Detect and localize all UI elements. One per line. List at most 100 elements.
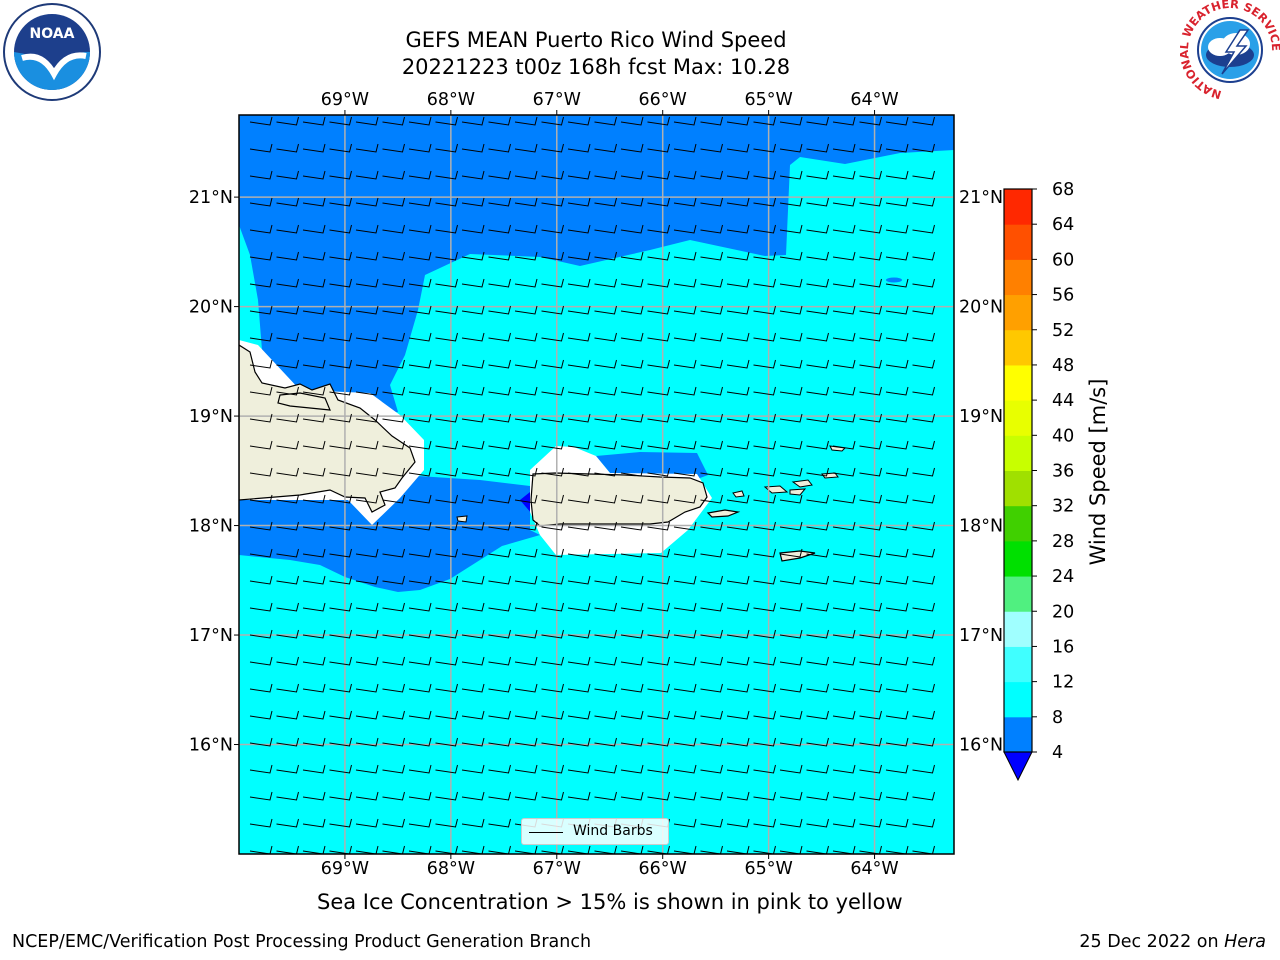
plot-frame: [238, 114, 955, 855]
colorbar-band-9: [1004, 400, 1032, 436]
wind-barb-60: [461, 170, 485, 180]
colorbar-band-12: [1004, 294, 1032, 331]
wind-barb-284: [885, 386, 909, 396]
wind-barb-619: [806, 737, 829, 747]
wind-barb-169: [594, 278, 617, 288]
wind-barb-663: [594, 791, 617, 801]
wind-barb-715: [594, 845, 617, 854]
wind-barb-13: [594, 116, 617, 126]
legend-line-icon: [529, 832, 563, 833]
wind-barb-195: [594, 305, 617, 315]
colorbar-tick-label-9: 40: [1052, 426, 1074, 446]
wind-barb-186: [355, 305, 379, 315]
wind-barb-15: [647, 116, 670, 126]
wind-barb-363: [912, 467, 935, 477]
wind-barb-174: [726, 278, 750, 288]
wind-barb-32: [408, 143, 432, 153]
wind-barb-64: [567, 170, 591, 180]
wind-barb-264: [355, 386, 379, 396]
wind-barb-404: [620, 521, 644, 531]
wind-barb-345: [435, 467, 458, 477]
wind-barb-497: [329, 629, 352, 639]
wind-barb-296: [514, 413, 538, 423]
wind-barb-472: [355, 602, 379, 612]
wind-barb-507: [594, 629, 617, 639]
wind-barb-208: [249, 332, 273, 342]
wind-barb-250: [673, 359, 697, 369]
wind-barb-259: [912, 359, 935, 369]
wind-barb-346: [461, 467, 485, 477]
wind-barb-62: [514, 170, 538, 180]
wind-barb-83: [382, 197, 405, 207]
wind-barb-724: [832, 845, 856, 854]
wind-barb-68: [673, 170, 697, 180]
wind-barb-103: [912, 197, 935, 207]
wind-barb-682: [408, 818, 432, 828]
wind-barb-621: [859, 737, 882, 747]
colorbar-label: Wind Speed [m/s]: [1086, 379, 1110, 566]
wind-barb-3: [329, 116, 352, 126]
wind-barb-666: [673, 791, 697, 801]
wind-barb-126: [832, 224, 856, 234]
wind-barb-505: [541, 629, 564, 639]
wind-barb-330: [726, 440, 750, 450]
wind-barb-489: [806, 602, 829, 612]
wind-barb-646: [832, 764, 856, 774]
wind-region-north: [239, 115, 954, 415]
wind-barb-257: [859, 359, 882, 369]
wind-barb-609: [541, 737, 564, 747]
wind-barb-119: [647, 224, 670, 234]
wind-barb-435: [753, 548, 776, 558]
wind-barb-150: [779, 251, 803, 261]
wind-barb-265: [382, 386, 405, 396]
wind-barb-669: [753, 791, 776, 801]
wind-barb-229: [806, 332, 829, 342]
wind-barb-591: [753, 710, 776, 720]
wind-barb-381: [700, 494, 723, 504]
wind-barb-340: [302, 467, 326, 477]
wind-barb-53: [276, 170, 299, 180]
wind-barb-624: [249, 764, 273, 774]
wind-barb-557: [541, 683, 564, 693]
colorbar-tick-label-7: 32: [1052, 497, 1074, 517]
wind-barb-383: [753, 494, 776, 504]
wind-barb-644: [779, 764, 803, 774]
wind-barb-576: [355, 710, 379, 720]
wind-barb-517: [859, 629, 882, 639]
wind-barb-584: [567, 710, 591, 720]
wind-barb-570: [885, 683, 909, 693]
wind-barb-20: [779, 116, 803, 126]
svg-text:NOAA: NOAA: [30, 26, 75, 42]
wind-barb-634: [514, 764, 538, 774]
wind-barb-399: [488, 521, 511, 531]
wind-barb-620: [832, 737, 856, 747]
wind-barb-81: [329, 197, 352, 207]
wind-barb-334: [832, 440, 856, 450]
wind-barb-289: [329, 413, 352, 423]
wind-barb-23: [859, 116, 882, 126]
wind-barb-361: [859, 467, 882, 477]
wind-barb-319: [435, 440, 458, 450]
wind-barb-254: [779, 359, 803, 369]
wind-barb-476: [461, 602, 485, 612]
wind-barb-610: [567, 737, 591, 747]
wind-barb-142: [567, 251, 591, 261]
wind-barb-577: [382, 710, 405, 720]
wind-barb-331: [753, 440, 776, 450]
wind-barb-132: [302, 251, 326, 261]
wind-barb-428: [567, 548, 591, 558]
wind-barb-722: [779, 845, 803, 854]
wind-barb-526: [408, 656, 432, 666]
wind-barb-14: [620, 116, 644, 126]
wind-barb-225: [700, 332, 723, 342]
wind-barb-626: [302, 764, 326, 774]
wind-barb-483: [647, 602, 670, 612]
wind-barb-348: [514, 467, 538, 477]
wind-barb-199: [700, 305, 723, 315]
wind-barb-683: [435, 818, 458, 828]
wind-barb-304: [726, 413, 750, 423]
lat-label-left-1: 20°N: [189, 298, 233, 318]
wind-barb-194: [567, 305, 591, 315]
wind-barb-524: [355, 656, 379, 666]
